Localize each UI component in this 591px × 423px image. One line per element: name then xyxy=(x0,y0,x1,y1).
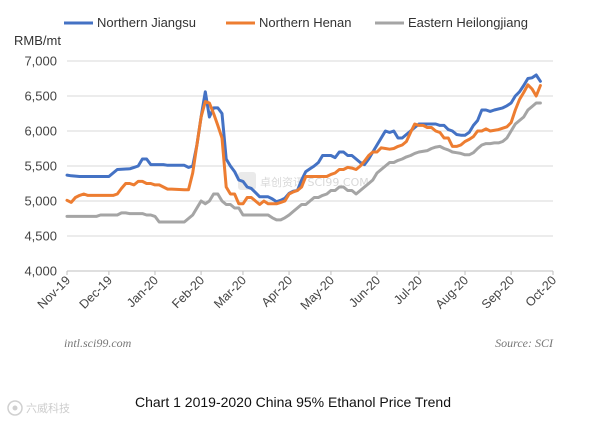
x-tick-label: May-20 xyxy=(298,273,337,312)
x-tick-label: Feb-20 xyxy=(169,273,207,311)
legend-label-northern-henan: Northern Henan xyxy=(259,15,352,30)
series-line-northern-henan xyxy=(65,83,542,206)
series-line-northern-jiangsu xyxy=(65,73,542,204)
x-tick-label: Dec-19 xyxy=(77,273,115,311)
y-tick-label: 4,500 xyxy=(24,229,57,244)
y-tick-label: 5,500 xyxy=(24,159,57,174)
x-tick-label: Jul-20 xyxy=(391,273,425,307)
source-left-note: intl.sci99.com xyxy=(64,336,132,350)
y-axis-unit-label: RMB/mt xyxy=(14,33,61,48)
legend-label-eastern-heilongjiang: Eastern Heilongjiang xyxy=(408,15,528,30)
source-right-note: Source: SCI xyxy=(495,336,554,350)
x-tick-label: Nov-19 xyxy=(35,273,73,311)
series-lines xyxy=(65,73,542,224)
x-tick-label: Aug-20 xyxy=(433,273,471,311)
x-tick-label: Jan-20 xyxy=(124,273,161,310)
x-tick-label: Apr-20 xyxy=(259,273,295,309)
y-tick-label: 6,500 xyxy=(24,89,57,104)
x-tick-labels: Nov-19 Dec-19 Jan-20 Feb-20 Mar-20 Apr-20 May-… xyxy=(35,271,559,313)
x-tick-label: Oct-20 xyxy=(523,273,559,309)
footer-logo-text: 六威科技 xyxy=(26,401,70,415)
x-tick-label: Mar-20 xyxy=(211,273,249,311)
y-tick-labels: 4,000 4,500 5,000 5,500 6,000 6,500 7,000 xyxy=(24,54,57,279)
x-tick-label: Jun-20 xyxy=(346,273,383,310)
y-tick-label: 7,000 xyxy=(24,54,57,69)
legend-label-northern-jiangsu: Northern Jiangsu xyxy=(97,15,196,30)
legend: Northern Jiangsu Northern Henan Eastern … xyxy=(64,15,528,30)
footer-logo: 六威科技 xyxy=(7,400,70,416)
y-tick-label: 5,000 xyxy=(24,194,57,209)
x-tick-label: Sep-20 xyxy=(479,273,517,311)
y-tick-label: 6,000 xyxy=(24,124,57,139)
footer-logo-icon-inner xyxy=(12,405,18,411)
series-line-eastern-heilongjiang xyxy=(65,101,542,224)
watermark-logo-icon xyxy=(238,172,256,190)
chart-caption: Chart 1 2019-2020 China 95% Ethanol Pric… xyxy=(135,394,451,410)
footer-logo-icon xyxy=(7,400,23,416)
y-tick-label: 4,000 xyxy=(24,264,57,279)
